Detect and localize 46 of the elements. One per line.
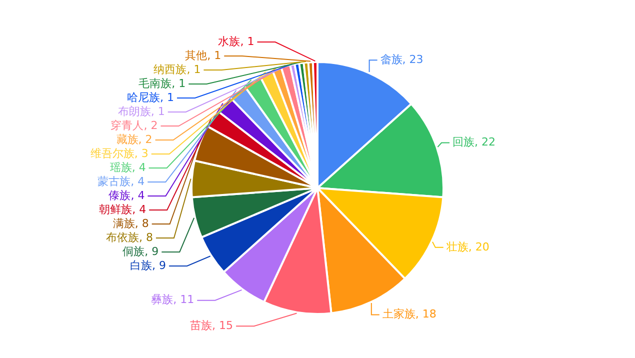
slice-label: 满族 <box>112 216 135 230</box>
data-label: , 1 <box>207 48 222 62</box>
data-label: , 23 <box>402 53 424 66</box>
slice-label: 苗族 <box>190 318 212 332</box>
data-label: , 1 <box>172 76 186 90</box>
data-label: , 8 <box>134 216 149 230</box>
slice-label: 哈尼族 <box>127 90 160 104</box>
data-label: , 4 <box>130 188 145 202</box>
data-label: , 11 <box>173 293 194 306</box>
slice-label: 畲族 <box>380 53 402 66</box>
data-label: , 20 <box>468 240 490 254</box>
data-label: , 9 <box>152 258 166 272</box>
data-label: , 2 <box>144 118 158 132</box>
slice-label: 纳西族 <box>154 62 187 76</box>
data-label: , 1 <box>240 34 254 48</box>
data-label: , 3 <box>134 146 148 160</box>
slice-label: 瑶族 <box>110 160 132 174</box>
slice-label: 水族 <box>218 34 240 48</box>
slice-label: 朝鲜族 <box>99 202 132 216</box>
slice-label: 其他 <box>185 48 208 62</box>
data-label: , 1 <box>150 104 165 118</box>
slice-label: 布依族 <box>106 230 139 244</box>
slice-label: 壮族 <box>445 240 468 254</box>
slice-label: 侗族 <box>122 244 145 258</box>
data-label: , 22 <box>474 136 496 149</box>
slice-label: 蒙古族 <box>98 174 131 188</box>
data-label: , 4 <box>132 202 146 216</box>
slice-label: 傣族 <box>108 188 131 202</box>
slice-label: 布朗族 <box>118 104 151 118</box>
slice-label: 毛南族 <box>138 76 172 90</box>
slice-label: 彝族 <box>151 293 174 306</box>
data-label: , 18 <box>415 308 436 321</box>
data-label: , 4 <box>132 160 146 174</box>
data-label: , 1 <box>160 90 174 104</box>
data-label: , 2 <box>138 132 152 146</box>
slice-label: 藏族 <box>116 132 138 146</box>
slice-label: 穿青人 <box>110 118 144 132</box>
slice-label: 土家族 <box>382 308 416 321</box>
data-label: , 9 <box>144 244 159 258</box>
data-label: , 15 <box>212 318 234 332</box>
data-label: , 8 <box>138 230 153 244</box>
data-label: , 1 <box>186 62 201 76</box>
data-label: , 4 <box>130 174 145 188</box>
slice-label: 白族 <box>130 258 152 272</box>
slice-label: 回族 <box>452 136 475 149</box>
slice-label: 维吾尔族 <box>90 146 134 160</box>
